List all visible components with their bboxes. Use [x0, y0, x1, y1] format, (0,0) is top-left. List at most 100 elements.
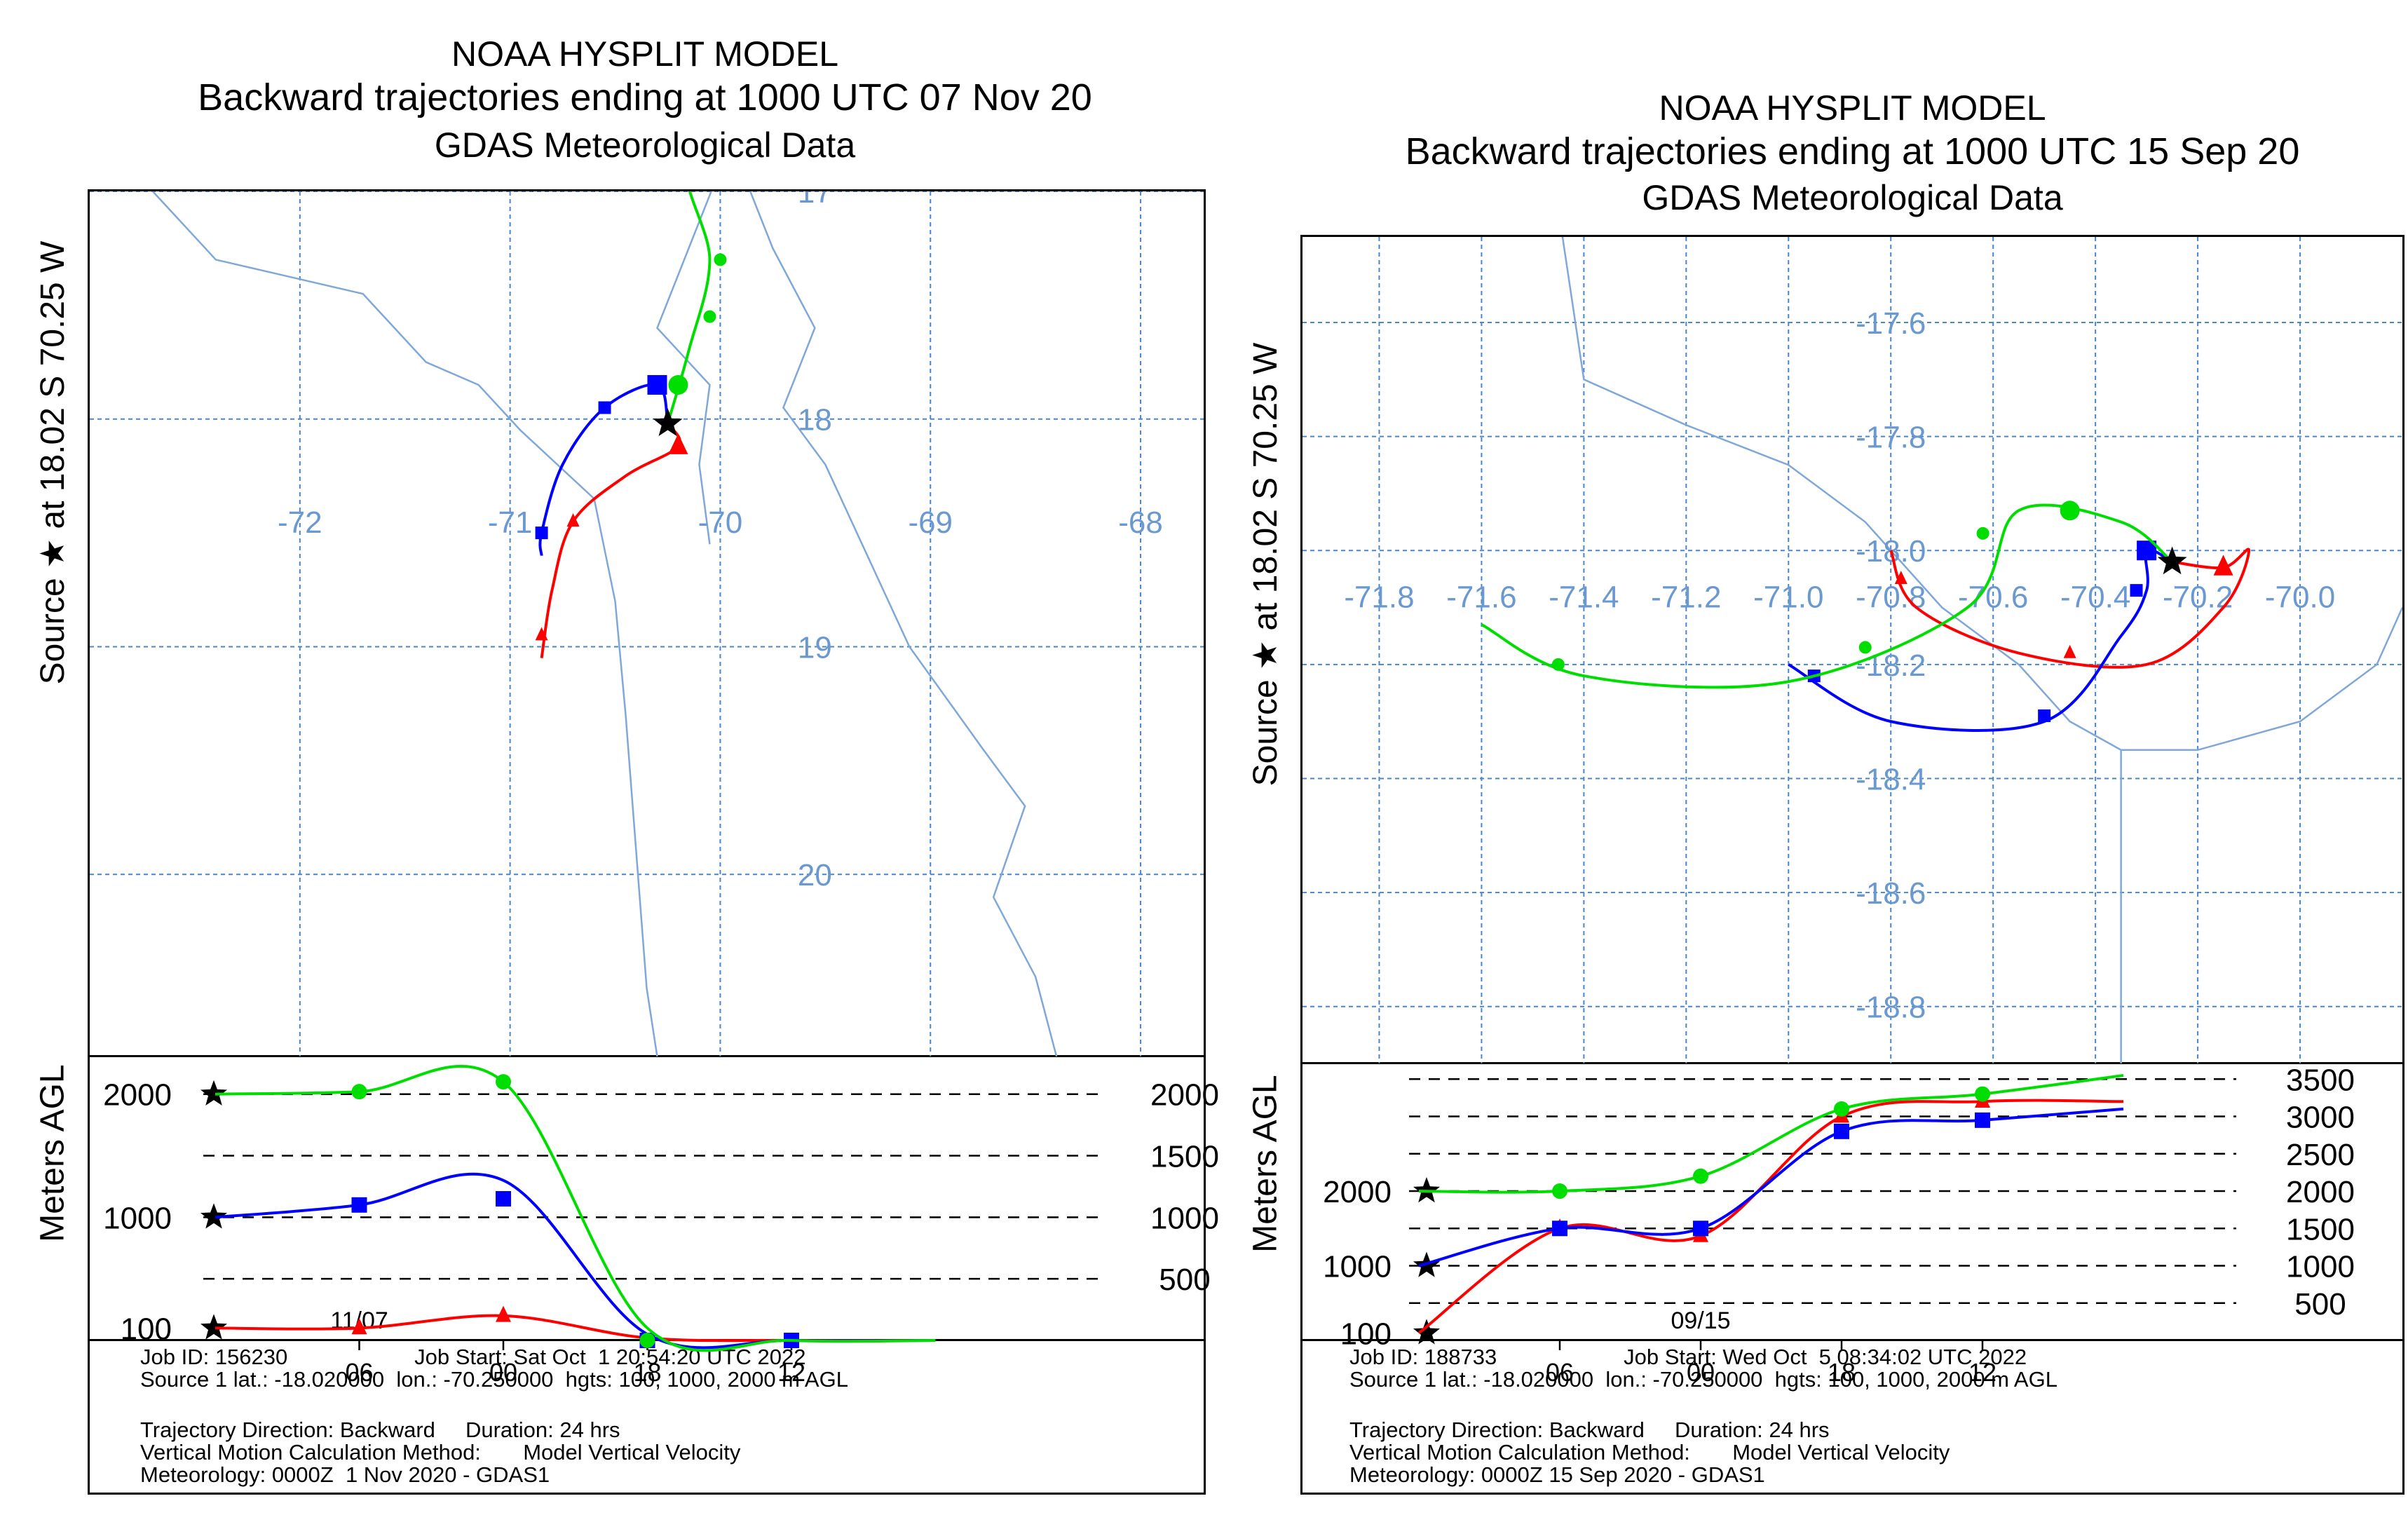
height-left-label-2000: 2000 [1323, 1175, 1392, 1209]
panel-1-height-plot: 3500300025002000150010005002000100010006… [1323, 1063, 2355, 1387]
right-info-line-5: Meteorology: 0000Z 15 Sep 2020 - GDAS1 [1349, 1462, 1765, 1487]
left-info-box [88, 1339, 1206, 1495]
left-info-line-3: Trajectory Direction: Backward Duration:… [140, 1418, 620, 1442]
start-star-icon [1413, 1177, 1441, 1203]
trajectory-100m-marker [535, 627, 548, 641]
height-left-label-1000: 1000 [103, 1201, 172, 1235]
left-subtitle: Backward trajectories ending at 1000 UTC… [198, 76, 1092, 118]
trajectory-1000m-marker [598, 401, 611, 414]
lat-label-19: 19 [798, 630, 832, 665]
height-left-label-1000: 1000 [1323, 1250, 1392, 1284]
panel-0-height-plot: 200015001000500200010001000600181211/07 [103, 1064, 1219, 1387]
profile-2000m-marker [1975, 1086, 1990, 1102]
right-title: NOAA HYSPLIT MODEL [1659, 88, 2046, 128]
left-met-data: GDAS Meteorological Data [434, 125, 856, 165]
source-star-icon [653, 408, 683, 437]
height-right-label-3500: 3500 [2286, 1063, 2355, 1097]
left-map-frame [88, 189, 1206, 1059]
time-tick-label-00: 00 [489, 1358, 517, 1387]
panel-1-chart: -71.8 -71.6 -71.4 -71.2 -71.0 -70.8 -70.6 -70.4… [1302, 237, 2402, 1387]
lat-label-18: 18 [798, 403, 832, 437]
right-info-line-2: Source 1 lat.: -18.020000 lon.: -70.2500… [1349, 1367, 2057, 1392]
map-border-line [749, 191, 1058, 1056]
height-right-label-2000: 2000 [2286, 1175, 2355, 1209]
height-left-label-100: 100 [121, 1312, 172, 1346]
lon-label--68: -68 [1118, 505, 1163, 540]
lat-label--17.8: -17.8 [1856, 421, 1926, 455]
right-info-line-3: Trajectory Direction: Backward Duration:… [1349, 1418, 1830, 1442]
right-info-line-1: Job ID: 188733 Job Start: Wed Oct 5 08:3… [1349, 1345, 2027, 1369]
right-info-box [1300, 1339, 2404, 1495]
lon-label--72: -72 [278, 505, 322, 540]
lon-label--71.8: -71.8 [1344, 580, 1414, 614]
lon-label--70: -70 [698, 505, 743, 540]
profile-100m-marker [351, 1318, 367, 1335]
profile-1000m-marker [496, 1191, 511, 1207]
left-info-line-2: Source 1 lat.: -18.020000 lon.: -70.2500… [140, 1367, 848, 1392]
time-tick-label-18: 18 [633, 1358, 661, 1387]
lon-label--71.0: -71.0 [1753, 580, 1823, 614]
trajectory-2000m-marker [703, 310, 716, 323]
height-right-label-1500: 1500 [2286, 1212, 2355, 1246]
trajectory-2000m-marker [1976, 526, 1989, 540]
profile-1000m-marker [1552, 1221, 1567, 1237]
right-panel: NOAA HYSPLIT MODEL Backward trajectories… [1206, 0, 2408, 1536]
lon-label--71.6: -71.6 [1446, 580, 1516, 614]
height-right-label-500: 500 [1159, 1263, 1210, 1297]
left-height-frame [88, 1055, 1206, 1343]
profile-2000m-line [1418, 1073, 2124, 1194]
lat-label--18.8: -18.8 [1856, 991, 1926, 1025]
trajectory-100m-marker [1894, 571, 1907, 585]
height-right-label-2500: 2500 [2286, 1138, 2355, 1172]
profile-2000m-marker [639, 1333, 655, 1348]
trajectory-2000m-marker [714, 253, 727, 266]
profile-1000m-marker [1834, 1123, 1849, 1139]
profile-100m-line [1417, 1099, 2124, 1334]
start-star-icon [200, 1203, 228, 1229]
trajectory-2000m-path [1481, 503, 2173, 689]
left-title: NOAA HYSPLIT MODEL [451, 34, 839, 74]
start-star-icon [200, 1314, 228, 1340]
height-right-label-500: 500 [2294, 1287, 2346, 1321]
time-tick-label-12: 12 [777, 1358, 805, 1387]
trajectory-2000m-marker [668, 375, 688, 395]
profile-1000m-marker [1693, 1221, 1708, 1237]
trajectory-1000m-marker [2130, 584, 2143, 597]
source-star-icon [2157, 546, 2187, 575]
lon-label--71.2: -71.2 [1651, 580, 1721, 614]
trajectory-1000m-marker [2038, 709, 2051, 723]
trajectory-100m-marker [566, 513, 580, 527]
lon-label--70.0: -70.0 [2265, 580, 2335, 614]
height-right-label-1500: 1500 [1150, 1140, 1219, 1174]
map-border-line [2121, 607, 2402, 752]
lat-label--18.6: -18.6 [1856, 876, 1926, 911]
profile-2000m-marker [1693, 1168, 1708, 1184]
trajectory-1000m-marker [535, 526, 548, 540]
time-tick-label-12: 12 [1968, 1358, 1997, 1387]
lon-label--69: -69 [908, 505, 953, 540]
height-right-label-2000: 2000 [1150, 1078, 1219, 1113]
panel-0-map: -72 -71 -70 -69 -68 17 18 19 20 [90, 175, 1204, 1056]
lon-label--70.8: -70.8 [1856, 580, 1926, 614]
time-tick-label-06: 06 [345, 1358, 373, 1387]
trajectory-100m-path [1889, 548, 2251, 669]
profile-2000m-marker [1552, 1183, 1567, 1199]
map-border2-line [656, 191, 712, 545]
trajectory-2000m-marker [1858, 641, 1872, 654]
map-coast-line [151, 191, 658, 1056]
trajectory-100m-marker [668, 433, 688, 454]
time-tick-label-18: 18 [1828, 1358, 1856, 1387]
right-map-frame [1300, 235, 2404, 1066]
height-left-label-2000: 2000 [103, 1078, 172, 1113]
left-info-line-5: Meteorology: 0000Z 1 Nov 2020 - GDAS1 [140, 1462, 550, 1487]
start-star-icon [1413, 1319, 1441, 1345]
lon-label--71.4: -71.4 [1549, 580, 1619, 614]
trajectory-2000m-marker [1551, 658, 1565, 671]
lat-label-17: 17 [798, 175, 832, 210]
trajectory-1000m-marker [647, 375, 667, 395]
panel-1-map: -71.8 -71.6 -71.4 -71.2 -71.0 -70.8 -70.6 -70.4… [1302, 237, 2402, 1063]
left-info-line-4: Vertical Motion Calculation Method: Mode… [140, 1440, 741, 1464]
lon-label--71: -71 [488, 505, 533, 540]
profile-1000m-marker [351, 1197, 367, 1213]
